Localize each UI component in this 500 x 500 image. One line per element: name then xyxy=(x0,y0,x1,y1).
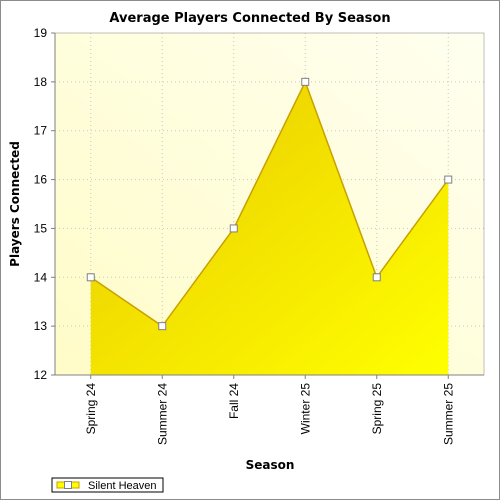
legend-label: Silent Heaven xyxy=(88,480,157,492)
x-tick-label: Winter 25 xyxy=(298,383,312,435)
y-tick-label: 14 xyxy=(34,270,48,284)
data-point-fall-24 xyxy=(229,224,238,233)
x-tick-label: Spring 25 xyxy=(370,383,384,435)
y-tick-label: 15 xyxy=(34,221,48,235)
y-tick-label: 17 xyxy=(34,124,48,138)
legend-marker-icon xyxy=(64,481,72,489)
x-tick-label: Fall 24 xyxy=(227,383,241,419)
data-point-winter-25 xyxy=(301,77,310,86)
y-axis-title: Players Connected xyxy=(8,141,22,267)
y-tick-label: 18 xyxy=(34,75,48,89)
x-tick-label: Summer 25 xyxy=(441,383,455,445)
x-tick-label: Spring 24 xyxy=(84,383,98,435)
legend-box xyxy=(51,477,164,493)
legend: Silent Heaven xyxy=(51,477,164,493)
x-tick-labels: Spring 24 Summer 24 Fall 24 Winter 25 Spring… xyxy=(84,383,456,445)
chart-title: Average Players Connected By Season xyxy=(109,11,390,26)
y-tick-label: 12 xyxy=(34,368,48,382)
y-tick-labels: 12 13 14 15 16 17 18 19 xyxy=(34,26,48,382)
data-point-summer-25 xyxy=(444,175,453,184)
x-axis-title: Season xyxy=(246,458,295,472)
y-tick-label: 13 xyxy=(34,319,48,333)
data-markers xyxy=(86,77,453,331)
series-line-silent-heaven xyxy=(90,79,449,328)
y-tick-label: 16 xyxy=(34,173,48,187)
axes xyxy=(51,32,485,379)
data-point-spring-25 xyxy=(372,273,381,282)
plot-border xyxy=(54,32,485,376)
y-tick-label: 19 xyxy=(34,26,48,40)
x-tick-label: Summer 24 xyxy=(155,383,169,445)
data-point-summer-24 xyxy=(158,322,167,331)
data-point-spring-24 xyxy=(86,273,95,282)
